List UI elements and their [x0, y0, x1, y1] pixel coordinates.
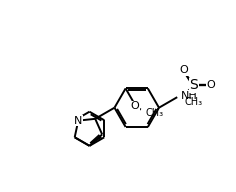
Text: N: N — [74, 116, 82, 126]
Text: CH₃: CH₃ — [146, 108, 164, 118]
Text: NH: NH — [181, 91, 198, 101]
Text: S: S — [189, 79, 198, 93]
Text: O: O — [207, 80, 215, 90]
Text: O: O — [180, 65, 189, 75]
Text: O: O — [131, 101, 139, 111]
Text: CH₃: CH₃ — [185, 97, 203, 107]
